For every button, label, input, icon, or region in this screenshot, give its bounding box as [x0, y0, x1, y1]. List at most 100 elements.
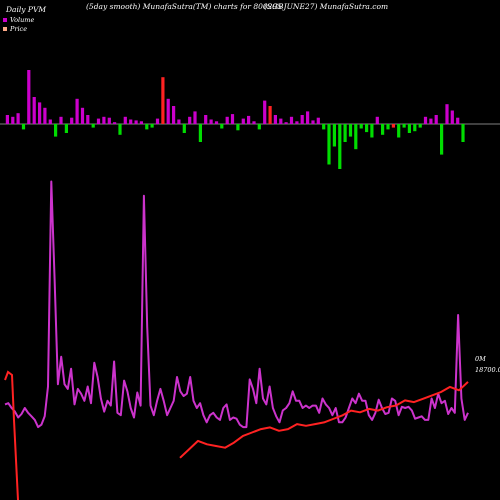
volume-bar [247, 115, 251, 124]
volume-bar [16, 113, 20, 124]
volume-bar [407, 124, 411, 133]
volume-bar [306, 111, 310, 124]
price-line [179, 381, 469, 459]
volume-bar [456, 117, 460, 124]
volume-bar [21, 124, 26, 130]
volume-bar [5, 115, 9, 124]
volume-bar [38, 102, 42, 124]
volume-bar [450, 110, 454, 124]
volume-bar [139, 121, 143, 124]
volume-bar [161, 77, 165, 124]
volume-bar [32, 97, 36, 124]
volume-bar [177, 119, 181, 124]
volume-bar [289, 116, 294, 124]
chart-symbol: (SGBJUNE27) MunafaSutra.com [264, 2, 388, 11]
volume-bar [214, 121, 219, 124]
volume-bar [188, 116, 192, 124]
volume-bar [375, 116, 379, 124]
volume-bar [445, 104, 449, 124]
volume-bar [391, 124, 395, 128]
volume-bar [429, 118, 433, 124]
price-line-left-segment [4, 370, 19, 500]
volume-bars [5, 70, 465, 169]
volume-value-label: 0M [475, 355, 486, 363]
volume-bar [166, 98, 170, 124]
volume-bar [413, 124, 417, 132]
volume-bar [359, 124, 363, 129]
volume-bar [230, 114, 235, 124]
volume-bar [11, 116, 15, 124]
volume-bar [327, 124, 331, 165]
volume-bar [440, 124, 444, 155]
volume-bar [172, 106, 176, 124]
volume-bar [273, 115, 277, 124]
volume-bar [434, 115, 438, 124]
legend-price-swatch [3, 27, 7, 31]
volume-bar [145, 124, 149, 130]
volume-bar [27, 70, 31, 124]
legend-volume-label: Volume [10, 16, 34, 24]
volume-bar [96, 118, 101, 124]
volume-bar [343, 124, 347, 142]
volume-bar [236, 124, 240, 131]
volume-bar [370, 124, 374, 138]
volume-bar [64, 124, 68, 133]
legend-volume-swatch [3, 18, 7, 22]
volume-bar [86, 115, 90, 124]
volume-bar [220, 124, 224, 129]
legend-title: Daily PVM [5, 5, 46, 14]
volume-bar [107, 117, 111, 124]
volume-bar [418, 124, 422, 128]
volume-bar [204, 115, 208, 124]
volume-bar [75, 98, 79, 124]
price-value-label: 18700.00 [475, 366, 500, 374]
volume-bar [155, 118, 160, 124]
volume-bar [193, 111, 197, 124]
volume-bar [129, 119, 133, 124]
volume-bar [123, 116, 127, 124]
volume-bar [43, 107, 47, 124]
volume-bar [91, 124, 95, 128]
volume-bar [322, 124, 326, 130]
chart-title: (5day smooth) MunafaSutra(TM) charts for… [86, 2, 282, 11]
volume-bar [295, 121, 299, 124]
volume-bar [348, 124, 353, 137]
volume-bar [279, 118, 283, 124]
volume-bar [284, 122, 288, 124]
volume-bar [113, 122, 117, 124]
volume-bar [257, 124, 261, 130]
volume-bar [300, 115, 304, 124]
volume-bar [209, 119, 213, 124]
volume-bar [48, 119, 52, 124]
volume-bar [268, 106, 272, 124]
volume-bar [182, 124, 186, 133]
volume-bar [397, 124, 401, 138]
volume-bar [332, 124, 336, 147]
volume-bar [338, 124, 342, 169]
volume-bar [59, 116, 63, 124]
volume-bar [402, 124, 406, 128]
volume-bar [386, 124, 390, 130]
volume-bar [54, 124, 58, 137]
volume-bar [225, 116, 229, 124]
volume-line [4, 180, 469, 429]
volume-bar [198, 124, 202, 142]
legend-price-label: Price [9, 25, 27, 33]
volume-bar [263, 100, 267, 124]
volume-bar [423, 116, 428, 124]
volume-bar [70, 117, 74, 124]
volume-bar [461, 124, 465, 142]
volume-bar [252, 121, 256, 124]
volume-bar [354, 124, 358, 150]
volume-bar [316, 117, 320, 124]
volume-bar [381, 124, 385, 135]
pvm-lines [4, 180, 469, 500]
volume-bar [118, 124, 122, 135]
volume-bar [102, 116, 106, 124]
volume-bar [150, 124, 154, 128]
volume-bar [311, 120, 315, 124]
volume-bar [241, 118, 245, 124]
volume-bar [365, 124, 369, 133]
